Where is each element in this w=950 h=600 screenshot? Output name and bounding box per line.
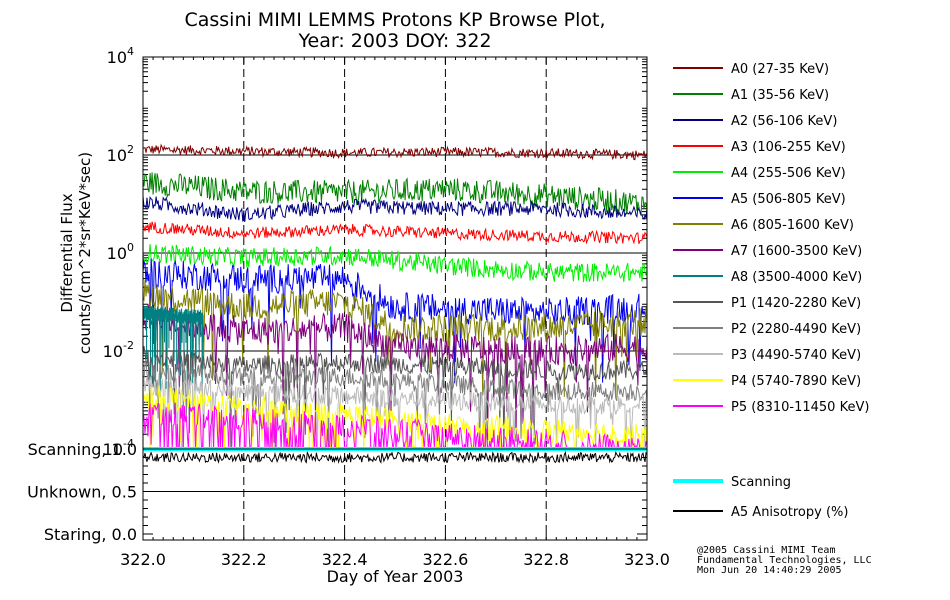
series-line-4	[142, 244, 648, 283]
legend-label: A5 (506-805 KeV)	[731, 192, 846, 207]
legend-label: P4 (5740-7890 KeV)	[731, 374, 861, 389]
x-axis-label: Day of Year 2003	[327, 567, 464, 586]
legend-label: P3 (4490-5740 KeV)	[731, 348, 861, 363]
x-tick-label: 322.2	[221, 550, 267, 569]
credit-line-2: Fundamental Technologies, LLC	[697, 555, 872, 566]
x-tick-label: 323.0	[624, 550, 670, 569]
series-line-0	[142, 143, 648, 161]
x-tick-label: 322.8	[523, 550, 569, 569]
legend-label: A4 (255-506 KeV)	[731, 166, 846, 181]
legend-label: P5 (8310-11450 KeV)	[731, 400, 869, 415]
legend-label: Scanning	[731, 475, 791, 490]
series-anisotropy	[142, 450, 648, 465]
x-tick-label: 322.6	[422, 550, 468, 569]
series-line-12	[142, 385, 648, 451]
x-tick-label: 322.4	[322, 550, 368, 569]
x-tick-label: 322.0	[120, 550, 166, 569]
legend: A0 (27-35 KeV) A1 (35-56 KeV) A2 (56-106 K…	[673, 62, 869, 415]
series-line-8	[142, 305, 204, 398]
series-line-9	[142, 346, 648, 450]
flux-panel-grid	[142, 56, 648, 540]
y-axis-label-line2: counts/(cm^2*sr*KeV*sec)	[76, 152, 94, 354]
series-line-5	[142, 258, 648, 384]
y-tick-label: 10-2	[103, 339, 134, 361]
legend-label: A6 (805-1600 KeV)	[731, 218, 854, 233]
attitude-panel-frame	[142, 448, 648, 541]
axes-labels: 322.0 322.2 322.4 322.6 322.8 323.0 Day of Yea…	[27, 45, 670, 586]
credit-line-3: Mon Jun 20 14:40:29 2005	[697, 565, 842, 576]
y-tick-label: 100	[107, 241, 134, 263]
attitude-legend: Scanning A5 Anisotropy (%)	[673, 475, 848, 520]
series-line-7	[142, 303, 648, 442]
series-line-13	[142, 402, 648, 451]
series-line-10	[142, 360, 648, 450]
legend-label: A5 Anisotropy (%)	[731, 505, 848, 520]
y-axis-label-line1: Differential Flux	[58, 193, 76, 312]
legend-label: P2 (2280-4490 KeV)	[731, 322, 861, 337]
flux-series-group	[142, 143, 648, 451]
legend-label: P1 (1420-2280 KeV)	[731, 296, 861, 311]
series-line-2	[142, 195, 648, 222]
series-line-6	[142, 280, 648, 398]
legend-label: A1 (35-56 KeV)	[731, 88, 829, 103]
series-line-11	[142, 376, 648, 450]
y-tick-label: 102	[107, 143, 134, 165]
chart-subtitle: Year: 2003 DOY: 322	[298, 30, 492, 52]
attitude-tick-label: Staring, 0.0	[44, 525, 137, 544]
chart-title: Cassini MIMI LEMMS Protons KP Browse Plo…	[184, 9, 606, 31]
legend-label: A0 (27-35 KeV)	[731, 62, 829, 77]
legend-label: A8 (3500-4000 KeV)	[731, 270, 862, 285]
legend-label: A3 (106-255 KeV)	[731, 140, 846, 155]
attitude-tick-label: Unknown, 0.5	[27, 483, 137, 502]
y-tick-label: 10-4	[103, 437, 134, 459]
attitude-series-group	[142, 447, 648, 465]
legend-label: A7 (1600-3500 KeV)	[731, 244, 862, 259]
legend-label: A2 (56-106 KeV)	[731, 114, 837, 129]
credit-line-1: @2005 Cassini MIMI Team	[697, 545, 836, 556]
attitude-tick-label: Scanning, 1.0	[28, 440, 137, 459]
series-line-3	[142, 221, 648, 245]
y-tick-label: 104	[107, 45, 134, 67]
